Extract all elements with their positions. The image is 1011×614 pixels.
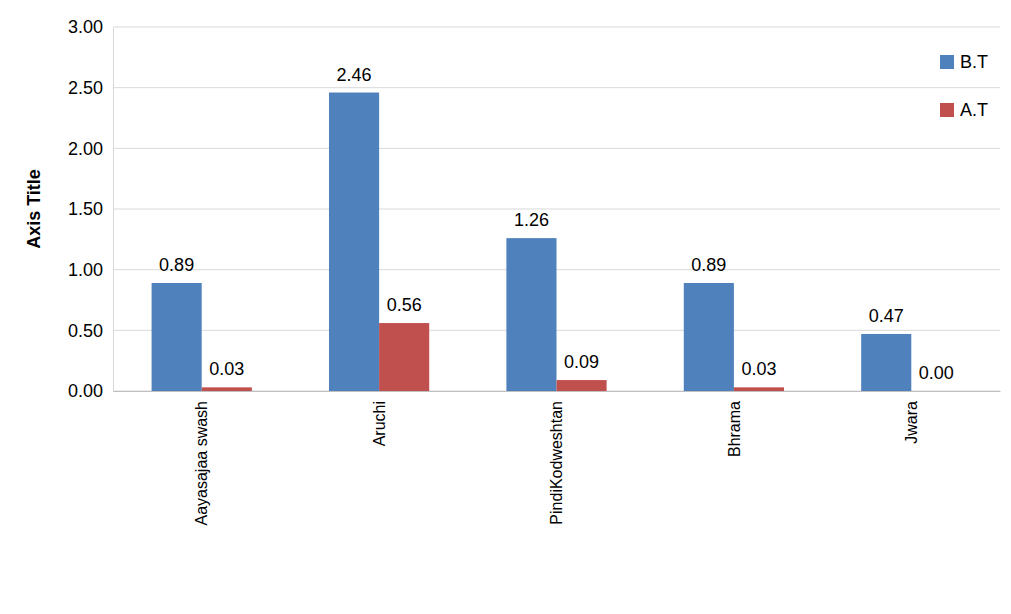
data-label: 2.46 [337,65,372,85]
data-label: 0.03 [209,359,244,379]
tick-label: PindiKodweshtan [548,401,565,525]
data-label: 0.47 [869,306,904,326]
data-label: 0.03 [741,359,776,379]
tick-label: 1.50 [68,199,103,219]
tick: PindiKodweshtan [548,391,565,525]
bar [506,238,556,391]
bar [734,387,784,391]
tick: 1.00 [68,260,113,280]
grid-line [113,27,1000,28]
tick: 0.00 [68,381,113,401]
bar [557,380,607,391]
tick-label: 0.00 [68,381,103,401]
tick: 3.00 [68,17,113,37]
x-axis: Aayasajaa swash Aruchi PindiKodweshtan Bhra… [114,391,1001,526]
tick: 2.50 [68,78,113,98]
legend-swatch [940,55,954,69]
bars [152,93,912,391]
tick: Jwara [903,391,920,444]
tick-label: Aayasajaa swash [193,401,210,526]
tick: Aruchi [371,391,388,446]
tick-label: 2.50 [68,78,103,98]
tick: Bhrama [726,391,743,457]
tick-label: 3.00 [68,17,103,37]
data-label: 0.89 [691,255,726,275]
y-axis: 0.00 0.50 1.00 1.50 2.00 2.50 3.00 [68,17,114,401]
tick-label: Bhrama [726,401,743,457]
plot: 0.00 0.50 1.00 1.50 2.00 2.50 3.00 Aayasajaa sw… [68,17,1001,525]
legend-label: A.T [960,100,988,120]
grid-line [113,209,1000,210]
legend-item: A.T [940,100,988,120]
tick-label: Aruchi [371,401,388,446]
axis-line [113,28,114,392]
grid [113,27,1000,391]
legend-item: B.T [940,52,988,72]
data-label: 0.09 [564,352,599,372]
tick-label: 2.00 [68,139,103,159]
grid-line [113,87,1000,88]
series [152,93,912,391]
chart: 0.00 0.50 1.00 1.50 2.00 2.50 3.00 Aayasajaa sw… [0,0,1011,614]
bar [152,283,202,391]
legend: B.T A.T [940,52,988,120]
bar [202,387,252,391]
bar [379,323,429,391]
tick: Aayasajaa swash [193,391,210,526]
bar [329,93,379,391]
tick-label: Jwara [903,401,920,444]
tick-label: 0.50 [68,321,103,341]
data-labels: 0.89 2.46 1.26 0.89 0.47 0.03 0.56 0.09 0.03 0.00 [159,65,954,383]
data-label: 0.89 [159,255,194,275]
tick-label: 1.00 [68,260,103,280]
axis-line [114,391,1001,392]
grid-line [113,148,1000,149]
data-label: 1.26 [514,210,549,230]
tick: 1.50 [68,199,113,219]
bar [911,391,961,392]
bar [684,283,734,391]
series [202,323,784,391]
tick: 0.50 [68,321,113,341]
legend-swatch [940,103,954,117]
axis-title: Axis Title [24,169,44,249]
data-label: 0.00 [919,363,954,383]
tick: 2.00 [68,139,113,159]
data-label: 0.56 [387,295,422,315]
legend-label: B.T [960,52,988,72]
bar [861,334,911,391]
